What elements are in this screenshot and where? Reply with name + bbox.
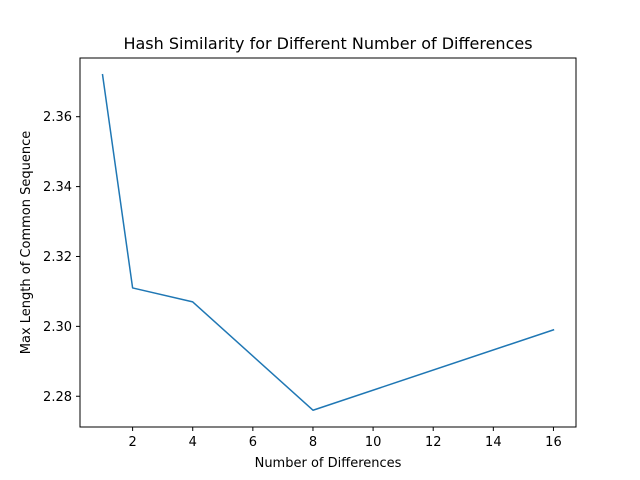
y-tick-label: 2.36 — [43, 110, 72, 125]
x-tick-label: 10 — [365, 435, 382, 450]
plot-area: 2 4 6 8 10 12 14 16 2.28 2.30 2.32 2.34 2.36 — [43, 57, 577, 450]
x-tick-label: 6 — [249, 435, 257, 450]
x-tick-label: 16 — [545, 435, 562, 450]
y-tick-label: 2.28 — [43, 390, 72, 405]
y-tick-label: 2.32 — [43, 250, 72, 265]
x-tick-label: 2 — [128, 435, 136, 450]
y-axis-title: Max Length of Common Sequence — [19, 131, 34, 354]
x-tick-label: 8 — [309, 435, 317, 450]
y-tick-label: 2.34 — [43, 180, 72, 195]
x-tick-label: 14 — [485, 435, 502, 450]
x-tick-label: 12 — [425, 435, 442, 450]
y-tick-label: 2.30 — [43, 320, 72, 335]
axes-frame — [79, 57, 577, 428]
series-line-0 — [101, 73, 555, 411]
x-axis-title: Number of Differences — [255, 456, 402, 471]
x-tick-label: 4 — [189, 435, 197, 450]
chart-title: Hash Similarity for Different Number of … — [123, 34, 532, 53]
